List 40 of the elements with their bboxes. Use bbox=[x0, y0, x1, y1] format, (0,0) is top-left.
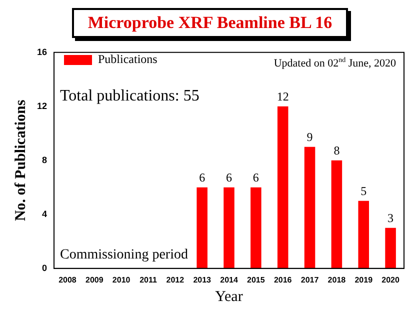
x-tick-label: 2010 bbox=[112, 275, 131, 284]
x-tick-label: 2018 bbox=[328, 275, 346, 284]
x-tick-label: 2020 bbox=[382, 275, 400, 284]
y-tick-label: 8 bbox=[42, 154, 48, 165]
x-tick-label: 2019 bbox=[354, 275, 374, 284]
data-label: 5 bbox=[360, 184, 367, 198]
bar bbox=[304, 146, 316, 268]
y-tick-label: 12 bbox=[36, 100, 48, 111]
x-tick-label: 2016 bbox=[274, 275, 292, 284]
bar bbox=[385, 228, 396, 268]
x-tick-label: 2011 bbox=[140, 275, 158, 284]
bar bbox=[250, 187, 262, 268]
annotation: Commissioning period bbox=[60, 247, 188, 262]
legend-label: Publications bbox=[98, 52, 158, 66]
x-axis-title: Year bbox=[215, 288, 243, 305]
y-tick-label: 4 bbox=[42, 208, 48, 219]
bar bbox=[277, 106, 288, 268]
bar bbox=[358, 200, 369, 268]
data-label: 9 bbox=[306, 130, 313, 144]
x-tick-label: 2013 bbox=[193, 275, 212, 284]
data-label: 12 bbox=[276, 90, 289, 104]
y-axis-title: No. of Publications bbox=[12, 100, 29, 222]
data-label: 3 bbox=[388, 211, 394, 226]
x-tick-label: 2014 bbox=[220, 275, 238, 284]
y-tick-label: 16 bbox=[36, 46, 48, 57]
bar bbox=[196, 187, 208, 268]
bar bbox=[331, 160, 342, 268]
data-label: 6 bbox=[252, 170, 259, 185]
annotation: Total publications: 55 bbox=[60, 87, 200, 104]
y-tick-label: 0 bbox=[42, 262, 48, 273]
data-label: 6 bbox=[199, 170, 206, 185]
data-label: 8 bbox=[334, 144, 340, 158]
data-label: 6 bbox=[226, 170, 232, 185]
x-tick-label: 2008 bbox=[58, 275, 77, 284]
x-tick-label: 2015 bbox=[247, 275, 266, 284]
x-tick-label: 2017 bbox=[300, 275, 320, 284]
x-tick-label: 2012 bbox=[166, 275, 185, 284]
bar bbox=[224, 187, 234, 268]
x-tick-label: 2009 bbox=[85, 275, 104, 284]
chart-title: Microprobe XRF Beamline BL 16 bbox=[72, 8, 348, 38]
